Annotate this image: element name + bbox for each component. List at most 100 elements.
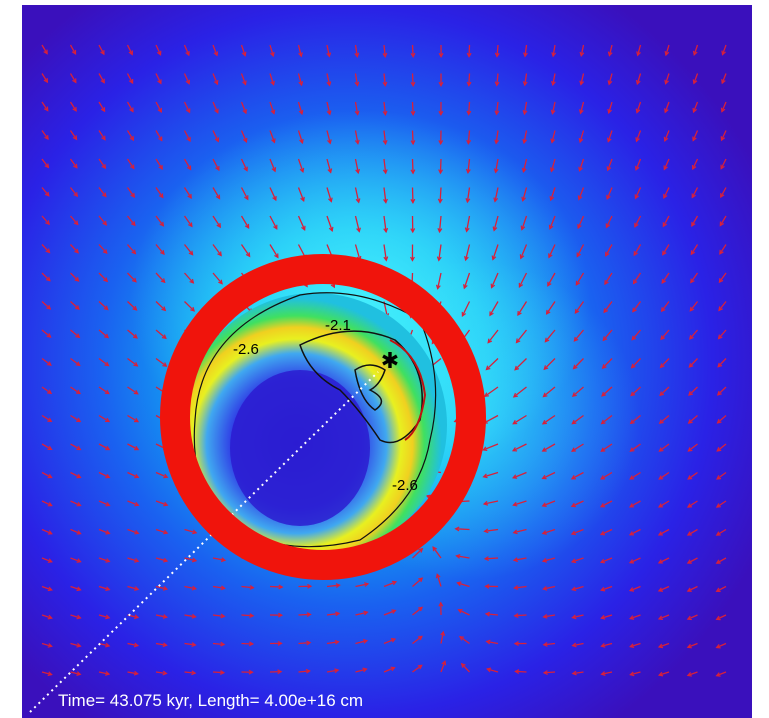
arrow-head <box>628 531 635 536</box>
velocity-arrow <box>184 585 196 590</box>
velocity-arrow <box>355 611 368 616</box>
velocity-arrow <box>269 101 275 114</box>
velocity-arrow <box>580 73 585 85</box>
arrow-path <box>389 339 427 441</box>
arrow-head <box>103 277 109 283</box>
arrow-head <box>159 221 165 227</box>
arrow-head <box>242 80 247 86</box>
arrow-head <box>515 338 521 344</box>
velocity-arrow <box>486 640 499 645</box>
arrow-head <box>548 224 554 230</box>
velocity-arrow <box>98 614 110 619</box>
velocity-arrow <box>580 44 585 56</box>
contour-label: -2.1 <box>325 317 351 334</box>
arrow-head <box>156 50 162 56</box>
arrow-head <box>105 473 111 479</box>
velocity-arrow <box>603 301 613 313</box>
arrow-head <box>686 503 693 508</box>
arrow-head <box>248 669 254 675</box>
arrow-head <box>657 615 664 621</box>
velocity-arrow <box>658 557 670 564</box>
velocity-arrow <box>41 329 51 338</box>
arrow-head <box>417 635 423 641</box>
velocity-arrow <box>660 329 670 340</box>
arrow-head <box>301 225 306 231</box>
arrow-head <box>330 283 336 289</box>
velocity-arrow <box>269 73 275 85</box>
arrow-head <box>686 672 692 677</box>
arrow-head <box>691 221 696 227</box>
velocity-arrow <box>629 557 641 564</box>
velocity-arrow <box>687 443 698 452</box>
arrow-head <box>571 670 577 676</box>
arrow-head <box>635 137 640 143</box>
arrow-head <box>663 193 668 199</box>
velocity-arrow <box>523 101 528 115</box>
velocity-arrow <box>515 329 528 343</box>
velocity-arrow <box>602 329 613 341</box>
velocity-arrow <box>98 73 105 84</box>
velocity-arrow <box>383 130 387 144</box>
velocity-arrow <box>212 272 223 285</box>
velocity-arrow <box>494 158 499 173</box>
arrow-head <box>307 583 313 589</box>
arrow-head <box>466 110 472 116</box>
velocity-arrow <box>515 670 527 673</box>
velocity-arrow <box>467 158 471 173</box>
velocity-arrow <box>155 500 168 506</box>
velocity-arrow <box>183 73 190 84</box>
arrow-head <box>688 391 694 396</box>
velocity-arrow <box>658 471 670 480</box>
velocity-arrow <box>602 358 613 369</box>
arrow-head <box>105 530 111 535</box>
arrow-head <box>570 502 576 508</box>
arrow-head <box>390 638 397 643</box>
velocity-arrow <box>126 44 133 55</box>
velocity-arrow <box>572 585 584 591</box>
velocity-arrow <box>240 158 248 171</box>
velocity-arrow <box>326 584 340 588</box>
velocity-arrow <box>716 471 727 480</box>
arrow-head <box>74 248 79 254</box>
velocity-arrow <box>716 528 727 536</box>
velocity-arrow <box>542 414 556 425</box>
velocity-arrow <box>718 272 727 283</box>
arrow-head <box>464 256 469 262</box>
velocity-arrow <box>98 443 110 451</box>
velocity-arrow <box>574 301 585 314</box>
arrow-head <box>418 577 424 583</box>
velocity-arrow <box>571 471 584 480</box>
arrow-head <box>660 335 666 341</box>
arrow-head <box>512 474 518 479</box>
velocity-arrow <box>41 158 49 168</box>
arrow-head <box>689 306 695 312</box>
arrow-head <box>217 251 222 257</box>
contour <box>299 330 423 444</box>
velocity-arrow <box>98 500 110 507</box>
velocity-arrow <box>240 244 251 257</box>
velocity-arrow <box>483 414 499 424</box>
arrow-head <box>482 473 488 479</box>
velocity-arrow <box>512 414 527 425</box>
velocity-arrow <box>458 609 470 616</box>
velocity-arrow <box>466 187 471 203</box>
velocity-arrow <box>411 101 414 115</box>
velocity-arrow <box>155 471 168 478</box>
arrow-head <box>418 606 424 612</box>
arrow-head <box>494 81 500 87</box>
velocity-arrow <box>354 44 358 57</box>
arrow-head <box>220 641 226 647</box>
arrow-head <box>578 166 583 172</box>
arrow-head <box>438 169 444 175</box>
velocity-arrow <box>716 585 727 592</box>
velocity-arrow <box>664 101 670 113</box>
velocity-arrow <box>412 606 423 616</box>
arrow-head <box>715 643 721 649</box>
arrow-head <box>410 140 416 146</box>
arrow-head <box>335 583 341 588</box>
arrow-head <box>134 501 140 507</box>
arrow-head <box>466 139 472 145</box>
arrow-head <box>606 194 611 200</box>
velocity-arrow <box>630 386 641 397</box>
arrow-head <box>494 139 500 145</box>
